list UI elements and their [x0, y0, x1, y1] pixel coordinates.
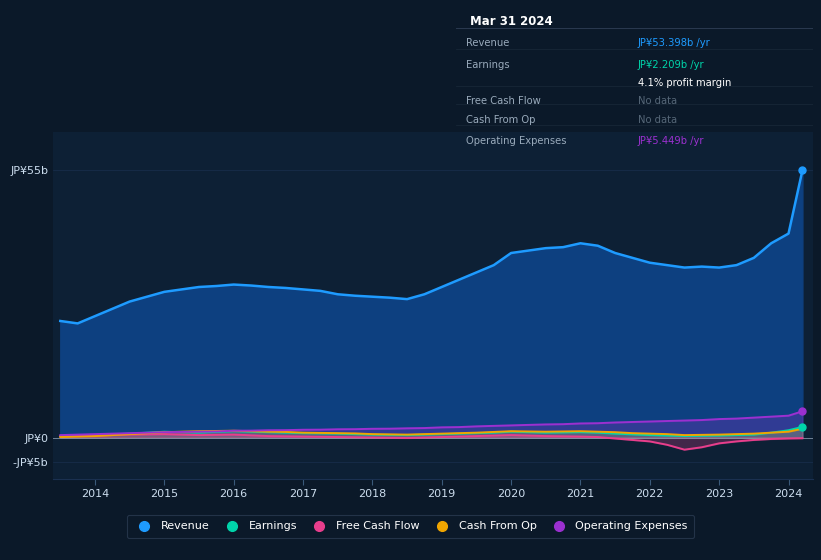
Text: Free Cash Flow: Free Cash Flow	[466, 96, 541, 106]
Text: JP¥5.449b /yr: JP¥5.449b /yr	[638, 136, 704, 146]
Legend: Revenue, Earnings, Free Cash Flow, Cash From Op, Operating Expenses: Revenue, Earnings, Free Cash Flow, Cash …	[126, 515, 695, 538]
Text: JP¥2.209b /yr: JP¥2.209b /yr	[638, 60, 704, 70]
Text: No data: No data	[638, 115, 677, 125]
Text: Mar 31 2024: Mar 31 2024	[470, 15, 553, 28]
Text: JP¥53.398b /yr: JP¥53.398b /yr	[638, 38, 710, 48]
Text: Earnings: Earnings	[466, 60, 510, 70]
Text: Operating Expenses: Operating Expenses	[466, 136, 566, 146]
Text: No data: No data	[638, 96, 677, 106]
Text: Revenue: Revenue	[466, 38, 510, 48]
Text: Cash From Op: Cash From Op	[466, 115, 536, 125]
Text: 4.1% profit margin: 4.1% profit margin	[638, 78, 732, 88]
